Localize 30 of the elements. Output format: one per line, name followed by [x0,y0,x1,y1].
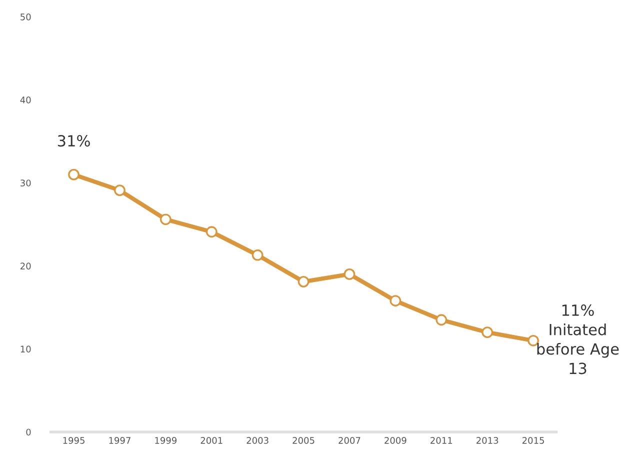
point [528,334,539,346]
point [160,214,172,226]
y-tick-label: 20 [20,262,31,270]
x-tick-label: 2009 [384,437,406,444]
y-tick-label: 40 [20,96,31,104]
x-tick-label: 2011 [430,437,452,444]
point [344,268,356,280]
y-tick-label: 50 [20,14,31,20]
y-tick-label: 0 [26,428,31,436]
y-tick-label: 10 [20,346,31,352]
x-tick-label: 2005 [292,437,314,444]
y-tick-label: 30 [20,180,31,186]
point [390,295,402,306]
annotation: 11% Initated before Age 13 [537,304,619,374]
x-tick-label: 2007 [338,437,360,444]
x-tick-label: 1997 [109,437,130,444]
point [298,276,310,288]
point [482,326,494,338]
point [114,184,126,196]
x-tick-label: 1995 [63,437,84,444]
x-tick-label: 2013 [476,437,498,444]
x-tick-label: 2003 [246,437,268,444]
x-tick-label: 1999 [155,437,177,444]
x-tick-label: 2001 [200,437,222,444]
point [68,168,80,180]
point [252,249,264,261]
annotation: 31% [58,135,90,147]
point [206,226,218,238]
point [436,314,448,326]
x-tick-label: 2015 [522,437,544,444]
